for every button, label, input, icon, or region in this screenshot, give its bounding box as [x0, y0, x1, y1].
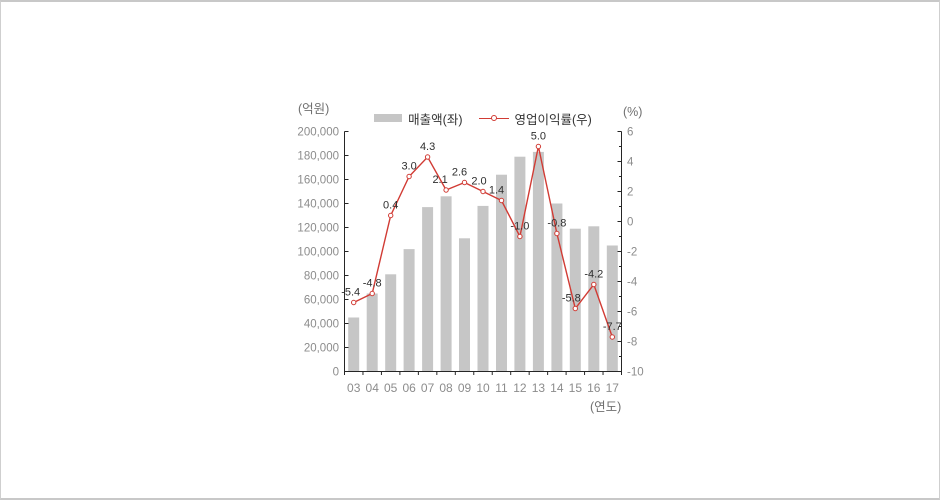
line-data-label: -5.4	[341, 287, 360, 299]
x-axis-title: (연도)	[590, 400, 622, 414]
left-axis-tick-label: 20,000	[304, 343, 339, 355]
bar-series-swatch-icon	[374, 114, 403, 122]
line-marker-17	[609, 334, 615, 340]
line-marker-09	[461, 179, 468, 186]
line-marker-04	[369, 290, 375, 297]
bar-15	[569, 228, 581, 372]
line-marker-10	[480, 188, 486, 195]
bar-06	[403, 249, 415, 372]
line-marker-11	[498, 197, 505, 204]
line-data-label: -5.8	[562, 293, 581, 305]
bar-08	[440, 196, 452, 372]
legend-item-sales: 매출액(좌)	[374, 109, 463, 128]
left-axis-title: (억원)	[298, 102, 330, 116]
right-axis-tick-label: 0	[627, 217, 633, 229]
bar-12	[514, 156, 526, 372]
line-data-label: 2.6	[452, 167, 467, 179]
line-data-label: 0.4	[383, 200, 398, 212]
left-axis-tick-label: 80,000	[304, 271, 339, 283]
x-category-label: 17	[606, 381, 620, 395]
bar-07	[422, 207, 434, 372]
right-axis-tick-label: 6	[627, 127, 633, 139]
line-data-label: -7.7	[603, 321, 622, 333]
line-marker-15	[572, 305, 578, 312]
line-data-label: 3.0	[401, 161, 416, 173]
right-axis-tick-label: -2	[627, 247, 637, 259]
bar-04	[366, 293, 378, 372]
x-category-label: 11	[495, 381, 508, 395]
line-marker-16	[591, 281, 597, 288]
x-category-label: 08	[439, 381, 453, 395]
x-category-label: 16	[587, 381, 601, 395]
line-marker-05	[388, 212, 394, 219]
bar-16	[588, 226, 600, 372]
line-data-label: 5.0	[531, 131, 546, 143]
left-axis-tick-label: 140,000	[297, 199, 339, 211]
line-marker-08	[443, 187, 449, 193]
line-data-label: 4.3	[420, 141, 435, 153]
line-marker-13	[535, 143, 542, 150]
line-marker-06	[406, 173, 412, 180]
x-category-label: 15	[569, 381, 583, 395]
line-marker-14	[554, 230, 560, 237]
line-marker-12	[517, 233, 523, 240]
legend-item-margin: 영업이익률(우)	[478, 109, 592, 128]
line-data-label: -0.8	[547, 218, 566, 230]
line-data-label: 2.0	[471, 176, 486, 188]
x-category-label: 03	[347, 381, 361, 395]
right-axis-tick-label: -10	[627, 367, 644, 379]
bar-05	[385, 274, 397, 372]
x-category-label: 06	[402, 381, 416, 395]
bar-11	[496, 174, 507, 372]
x-category-label: 05	[384, 381, 398, 395]
right-axis-tick-label: -4	[627, 277, 638, 289]
x-category-label: 10	[476, 381, 490, 395]
x-category-label: 14	[550, 381, 564, 395]
left-axis-tick-label: 60,000	[304, 295, 339, 307]
right-axis-tick-label: 2	[627, 187, 633, 199]
line-marker-07	[424, 154, 431, 160]
right-axis-tick-label: 4	[627, 157, 634, 169]
left-axis-tick-label: 100,000	[297, 247, 339, 259]
legend-label-margin: 영업이익률(우)	[514, 112, 592, 127]
line-marker-03	[351, 299, 357, 306]
bar-10	[477, 205, 489, 372]
x-category-label: 09	[458, 381, 472, 395]
line-data-label: -4.2	[584, 269, 603, 281]
left-axis-tick-label: 40,000	[304, 319, 339, 331]
left-axis-tick-label: 180,000	[297, 151, 339, 163]
line-data-label: 1.4	[489, 185, 504, 197]
right-axis-tick-label: -8	[627, 337, 637, 349]
x-category-label: 13	[532, 381, 546, 395]
bar-03	[348, 317, 360, 372]
left-axis-tick-label: 120,000	[297, 223, 339, 235]
line-series-swatch-icon	[478, 114, 509, 123]
legend-label-sales: 매출액(좌)	[408, 112, 463, 127]
x-category-label: 07	[421, 381, 435, 395]
bar-17	[606, 245, 618, 372]
right-axis-title: (%)	[623, 105, 643, 119]
line-data-label: 2.1	[432, 174, 447, 186]
x-category-label: 12	[513, 381, 527, 395]
bar-14	[551, 203, 563, 372]
line-data-label: -4.8	[363, 278, 382, 290]
line-data-label: -1.0	[510, 221, 529, 233]
bar-13	[532, 151, 544, 372]
bar-09	[459, 238, 470, 372]
right-axis-tick-label: -6	[627, 307, 637, 319]
left-axis-tick-label: 0	[333, 367, 339, 379]
left-axis-tick-label: 200,000	[297, 127, 339, 139]
chart-legend: 매출액(좌) 영업이익률(우)	[344, 109, 622, 127]
left-axis-tick-label: 160,000	[297, 175, 339, 187]
x-category-label: 04	[366, 381, 380, 395]
